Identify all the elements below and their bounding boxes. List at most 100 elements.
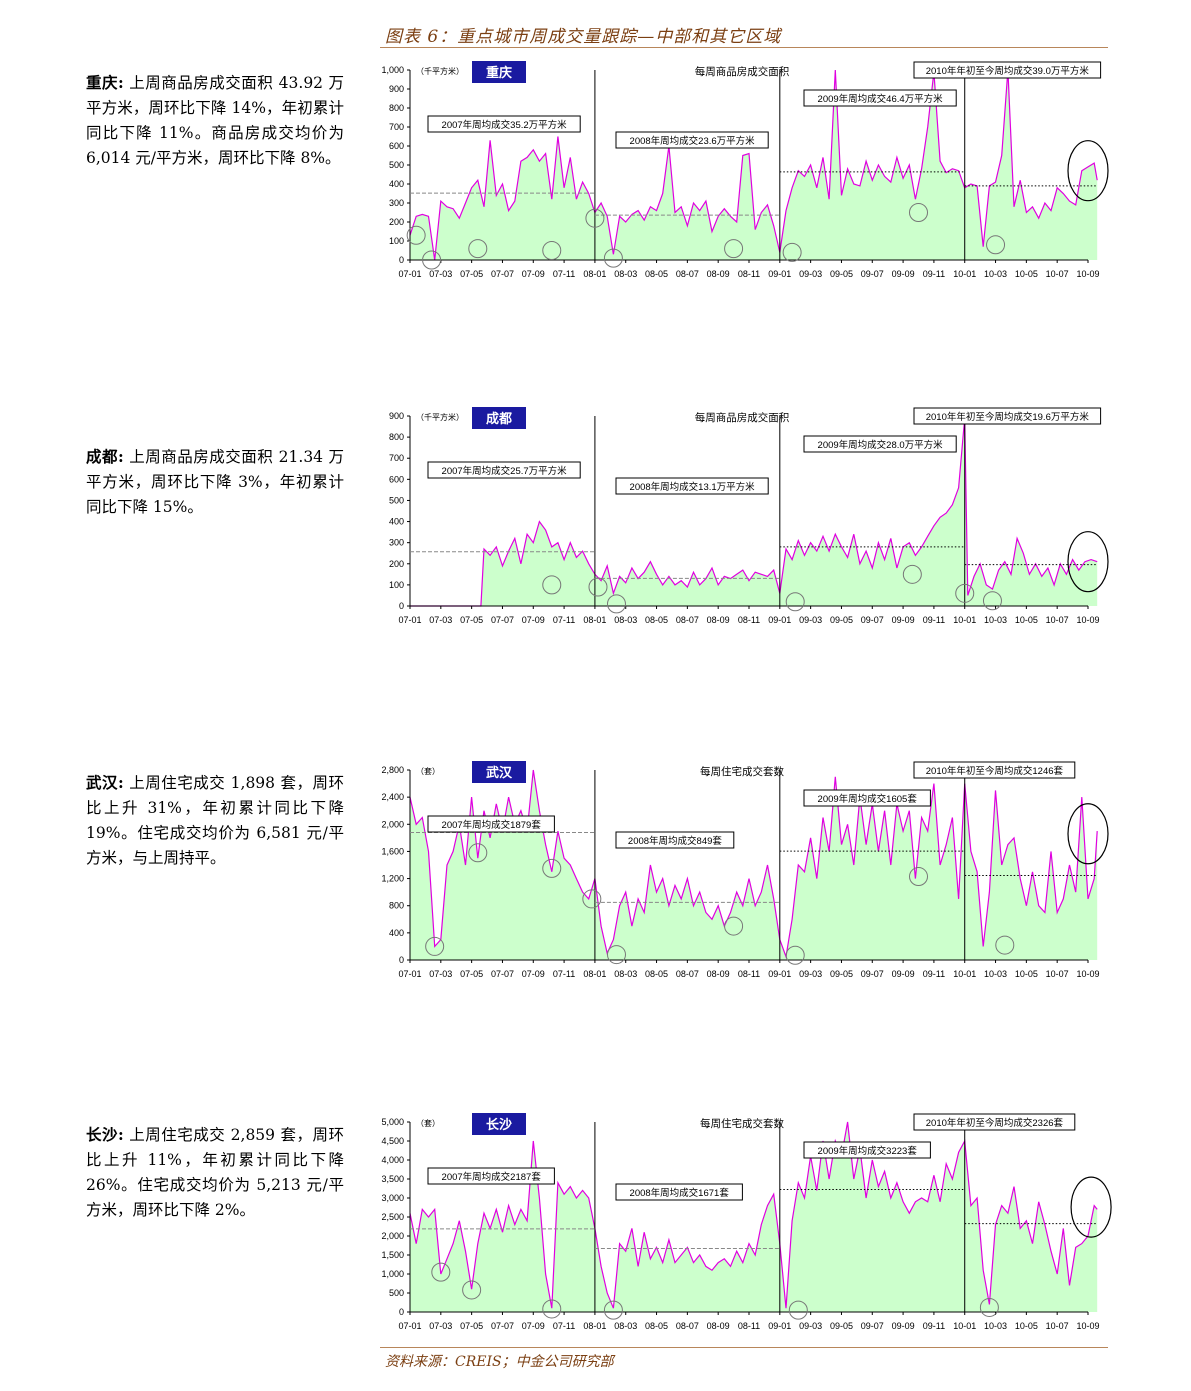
figure-title: 图表 6：重点城市周成交量跟踪—中部和其它区域 bbox=[385, 27, 782, 47]
chart-title: 每周商品房成交面积 bbox=[695, 411, 790, 424]
average-label: 2008年周均成交849套 bbox=[628, 835, 722, 847]
x-tick-label: 09-11 bbox=[923, 269, 945, 279]
x-tick-label: 09-03 bbox=[799, 1321, 822, 1331]
highlight-circle bbox=[782, 242, 802, 262]
chart-1: 0 100 200 300 400 500 600 700 800 900 1,000 07-01 07… bbox=[381, 61, 1109, 279]
highlight-circle bbox=[902, 564, 922, 584]
x-tick-label: 07-01 bbox=[398, 269, 421, 279]
y-tick-label: 3,000 bbox=[381, 1193, 404, 1203]
source-note: 资料来源：CREIS；中金公司研究部 bbox=[385, 1354, 614, 1370]
highlight-circle bbox=[1067, 140, 1109, 202]
x-tick-label: 07-03 bbox=[429, 615, 452, 625]
x-tick-label: 07-11 bbox=[553, 269, 575, 279]
chart-3: 0 400 800 1,200 1,600 2,000 2,400 2,800 07-01 07-… bbox=[381, 761, 1109, 979]
x-tick-label: 09-11 bbox=[923, 1321, 945, 1331]
y-tick-label: 200 bbox=[389, 559, 404, 569]
x-tick-label: 10-07 bbox=[1046, 969, 1069, 979]
city-tag-box bbox=[472, 61, 526, 83]
average-label-box bbox=[913, 761, 1076, 779]
section-text-4: 长沙: 上周住宅成交 2,859 套，周环比上升 11%，年初累计同比下降 26… bbox=[86, 1125, 344, 1219]
city-label: 成都 bbox=[86, 447, 119, 466]
highlight-circle bbox=[724, 239, 744, 259]
y-unit-label: （千平方米） bbox=[416, 412, 464, 422]
y-tick-label: 500 bbox=[389, 495, 404, 505]
x-tick-label: 09-01 bbox=[768, 269, 791, 279]
average-label: 2010年年初至今周均成交1246套 bbox=[926, 765, 1064, 777]
y-tick-label: 4,000 bbox=[381, 1155, 404, 1165]
x-tick-label: 10-07 bbox=[1046, 1321, 1069, 1331]
series-area bbox=[410, 770, 1098, 960]
y-tick-label: 2,000 bbox=[381, 1231, 404, 1241]
average-label: 2008年周均成交13.1万平方米 bbox=[630, 481, 756, 493]
x-tick-label: 09-11 bbox=[923, 615, 945, 625]
x-tick-label: 08-09 bbox=[707, 1321, 730, 1331]
highlight-circle bbox=[785, 945, 805, 965]
x-tick-label: 07-05 bbox=[460, 269, 483, 279]
x-tick-label: 10-01 bbox=[953, 269, 976, 279]
section-body: 上周商品房成交面积 21.34 万平方米，周环比下降 3%，年初累计同比下降 1… bbox=[86, 448, 344, 516]
x-tick-label: 08-05 bbox=[645, 969, 668, 979]
y-tick-label: 2,400 bbox=[381, 792, 404, 802]
city-tag-box bbox=[472, 407, 526, 429]
average-label-box bbox=[803, 789, 931, 807]
x-tick-label: 08-07 bbox=[676, 969, 699, 979]
x-tick-label: 09-05 bbox=[830, 1321, 853, 1331]
city-tag-box bbox=[472, 1113, 526, 1135]
y-tick-label: 1,000 bbox=[381, 1269, 404, 1279]
x-tick-label: 08-05 bbox=[645, 269, 668, 279]
chart-2: 0 100 200 300 400 500 600 700 800 900 07-01 07-03 07… bbox=[389, 407, 1109, 625]
y-tick-label: 1,500 bbox=[381, 1250, 404, 1260]
x-tick-label: 08-07 bbox=[676, 269, 699, 279]
y-tick-label: 900 bbox=[389, 411, 404, 421]
highlight-circle bbox=[468, 239, 488, 259]
x-tick-label: 10-03 bbox=[984, 1321, 1007, 1331]
y-tick-label: 500 bbox=[389, 1288, 404, 1298]
y-tick-label: 4,500 bbox=[381, 1136, 404, 1146]
x-tick-label: 09-11 bbox=[923, 969, 945, 979]
average-label-box bbox=[615, 131, 769, 149]
x-tick-label: 07-01 bbox=[398, 969, 421, 979]
y-tick-label: 800 bbox=[389, 901, 404, 911]
x-tick-label: 08-11 bbox=[738, 1321, 760, 1331]
y-tick-label: 2,800 bbox=[381, 765, 404, 775]
x-tick-label: 07-09 bbox=[522, 269, 545, 279]
chart-panel-1: 0 100 200 300 400 500 600 700 800 900 1,000 07-01 07… bbox=[372, 58, 1112, 294]
series-area bbox=[410, 418, 1098, 606]
highlight-circle bbox=[1067, 803, 1109, 865]
x-tick-label: 09-05 bbox=[830, 969, 853, 979]
average-label-box bbox=[913, 61, 1102, 79]
average-label-box bbox=[427, 1167, 555, 1185]
chart-4: 0 500 1,000 1,500 2,000 2,500 3,000 3,500 4,000 4… bbox=[381, 1113, 1112, 1331]
city-label: 武汉 bbox=[86, 773, 119, 792]
average-label-box bbox=[427, 461, 581, 479]
y-tick-label: 1,000 bbox=[381, 65, 404, 75]
x-tick-label: 10-03 bbox=[984, 969, 1007, 979]
highlight-circle bbox=[468, 843, 488, 863]
y-tick-label: 0 bbox=[399, 255, 404, 265]
y-tick-label: 300 bbox=[389, 198, 404, 208]
x-tick-label: 10-07 bbox=[1046, 269, 1069, 279]
x-tick-label: 09-03 bbox=[799, 969, 822, 979]
series-line bbox=[409, 1121, 1098, 1309]
x-tick-label: 07-07 bbox=[491, 1321, 514, 1331]
x-tick-label: 08-09 bbox=[707, 269, 730, 279]
y-tick-label: 200 bbox=[389, 217, 404, 227]
x-tick-label: 07-11 bbox=[553, 1321, 575, 1331]
x-tick-label: 10-05 bbox=[1015, 615, 1038, 625]
average-label-box bbox=[427, 115, 581, 133]
x-tick-label: 07-11 bbox=[553, 615, 575, 625]
y-tick-label: 700 bbox=[389, 122, 404, 132]
x-tick-label: 09-01 bbox=[768, 969, 791, 979]
y-tick-label: 1,600 bbox=[381, 846, 404, 856]
highlight-circle bbox=[995, 935, 1015, 955]
average-label-box bbox=[615, 1183, 743, 1201]
x-tick-label: 08-11 bbox=[738, 269, 760, 279]
highlight-circle bbox=[542, 575, 562, 595]
x-tick-label: 09-05 bbox=[830, 615, 853, 625]
highlight-circle bbox=[909, 203, 928, 222]
x-tick-label: 09-07 bbox=[861, 969, 884, 979]
city-tag-label: 重庆 bbox=[486, 65, 512, 80]
average-label: 2008年周均成交23.6万平方米 bbox=[630, 135, 756, 147]
y-tick-label: 600 bbox=[389, 141, 404, 151]
highlight-circle bbox=[542, 241, 562, 260]
